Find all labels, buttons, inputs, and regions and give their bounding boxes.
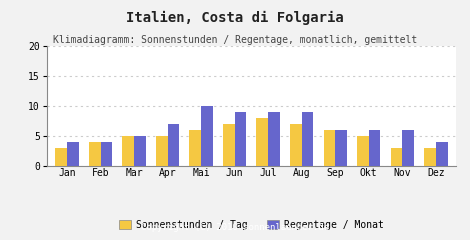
Bar bbox=[369, 130, 381, 166]
Bar bbox=[235, 112, 246, 166]
Bar bbox=[101, 142, 112, 166]
Bar bbox=[156, 136, 168, 166]
Bar bbox=[290, 124, 302, 166]
Bar bbox=[122, 136, 134, 166]
Bar bbox=[391, 148, 402, 166]
Text: Klimadiagramm: Sonnenstunden / Regentage, monatlich, gemittelt: Klimadiagramm: Sonnenstunden / Regentage… bbox=[53, 35, 417, 45]
Text: Copyright (C) 2010 sonnenlaender.de: Copyright (C) 2010 sonnenlaender.de bbox=[141, 223, 329, 233]
Bar bbox=[302, 112, 313, 166]
Bar bbox=[424, 148, 436, 166]
Bar bbox=[67, 142, 79, 166]
Bar bbox=[223, 124, 235, 166]
Bar bbox=[436, 142, 447, 166]
Bar bbox=[168, 124, 180, 166]
Bar bbox=[89, 142, 101, 166]
Bar bbox=[134, 136, 146, 166]
Bar bbox=[189, 130, 201, 166]
Bar bbox=[357, 136, 369, 166]
Bar bbox=[201, 106, 213, 166]
Text: Italien, Costa di Folgaria: Italien, Costa di Folgaria bbox=[126, 11, 344, 25]
Bar bbox=[268, 112, 280, 166]
Bar bbox=[55, 148, 67, 166]
Bar bbox=[335, 130, 347, 166]
Bar bbox=[257, 118, 268, 166]
Legend: Sonnenstunden / Tag, Regentage / Monat: Sonnenstunden / Tag, Regentage / Monat bbox=[116, 216, 387, 234]
Bar bbox=[323, 130, 335, 166]
Bar bbox=[402, 130, 414, 166]
